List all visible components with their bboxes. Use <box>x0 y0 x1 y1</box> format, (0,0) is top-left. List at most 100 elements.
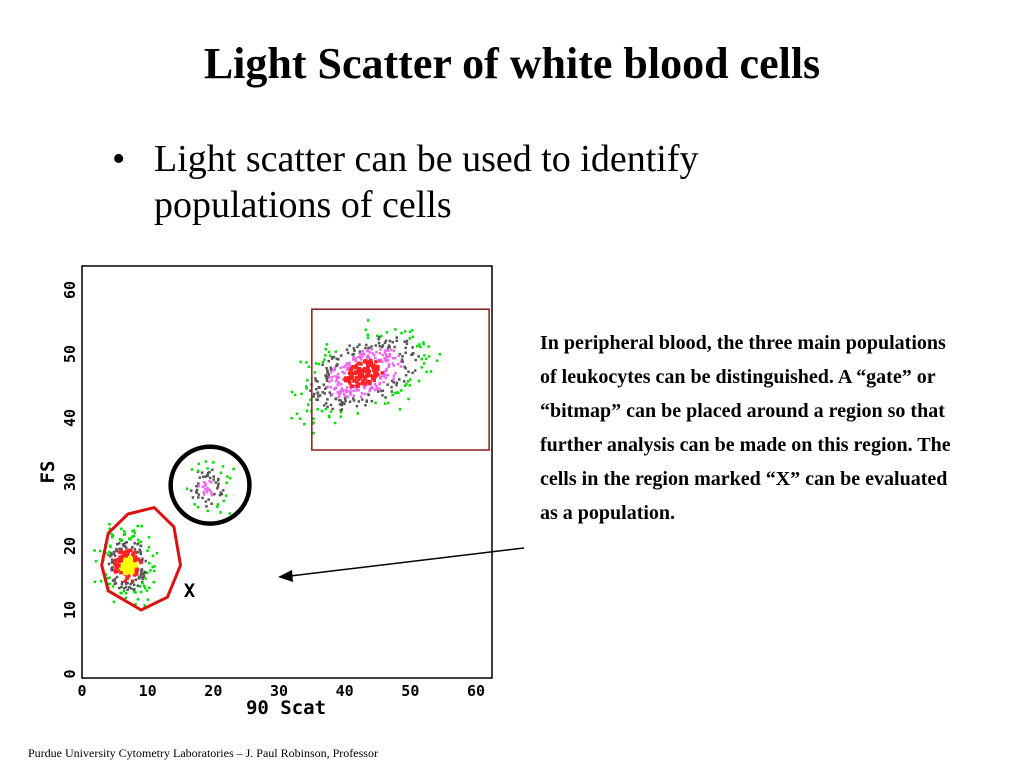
scatter-point <box>324 374 328 377</box>
scatter-point <box>133 548 137 551</box>
scatter-point <box>422 362 426 365</box>
scatter-point <box>153 569 156 573</box>
scatter-point <box>383 402 387 405</box>
scatter-point <box>328 376 332 379</box>
scatter-point <box>128 556 134 562</box>
scatter-point <box>321 360 325 364</box>
scatter-point <box>403 340 406 343</box>
scatter-point <box>352 399 356 402</box>
scatter-point <box>120 580 124 584</box>
scatter-point <box>329 368 333 371</box>
scatter-point <box>408 378 412 381</box>
scatter-point <box>366 348 369 351</box>
scatter-point <box>126 562 132 567</box>
scatter-point <box>360 369 365 373</box>
scatter-point <box>122 551 126 555</box>
scatter-point <box>139 560 143 565</box>
scatter-point <box>384 356 388 359</box>
scatter-point <box>106 577 109 580</box>
gate-ellipse <box>168 444 252 526</box>
scatter-point <box>365 399 368 402</box>
scatter-point <box>394 371 397 375</box>
scatter-point <box>366 363 370 368</box>
scatter-point <box>312 431 315 435</box>
scatter-point <box>370 348 373 351</box>
scatter-point <box>197 462 200 466</box>
scatter-point <box>134 591 137 594</box>
scatter-point <box>324 407 328 411</box>
scatter-point <box>324 348 327 351</box>
scatter-point <box>404 367 407 370</box>
scatter-point <box>401 360 404 363</box>
scatter-point <box>336 377 339 380</box>
scatter-point <box>107 582 110 586</box>
scatter-point <box>345 362 349 365</box>
scatter-point <box>358 352 362 356</box>
scatter-point <box>142 572 145 576</box>
scatter-point <box>330 378 333 382</box>
scatter-point <box>348 365 352 368</box>
scatter-point <box>340 354 343 357</box>
scatter-point <box>143 570 146 574</box>
scatter-point <box>387 365 390 368</box>
scatter-point <box>119 539 122 542</box>
scatter-point <box>383 349 387 352</box>
scatter-point <box>333 368 336 372</box>
y-axis-title: FS <box>37 461 59 484</box>
scatter-point <box>371 352 374 355</box>
scatter-point <box>345 368 349 371</box>
scatter-point <box>146 571 149 575</box>
scatter-point <box>374 370 378 375</box>
scatter-point <box>417 379 421 383</box>
scatter-point <box>342 402 346 405</box>
scatter-point <box>361 350 364 353</box>
scatter-point <box>416 345 419 348</box>
scatter-point <box>435 359 439 362</box>
scatter-point <box>379 377 382 380</box>
scatter-point <box>141 577 144 581</box>
scatter-point <box>378 344 381 348</box>
scatter-point <box>116 565 121 570</box>
scatter-point <box>408 330 412 334</box>
scatter-point <box>379 348 382 351</box>
scatter-point <box>344 388 348 392</box>
scatter-point <box>355 380 359 384</box>
scatter-point <box>320 409 324 413</box>
scatter-point <box>126 569 132 574</box>
scatter-point <box>384 370 387 373</box>
scatter-point <box>357 373 362 378</box>
y-tick-label: 60 <box>61 281 79 299</box>
scatter-point <box>155 552 159 555</box>
scatter-point <box>341 370 344 374</box>
scatter-point <box>342 365 345 369</box>
scatter-point <box>314 362 318 365</box>
scatter-point <box>206 487 209 490</box>
scatter-point <box>204 500 208 503</box>
scatter-point <box>395 336 398 339</box>
scatter-point <box>350 366 354 371</box>
scatter-point <box>293 393 297 397</box>
scatter-point <box>438 353 441 356</box>
scatter-point <box>372 353 376 357</box>
scatter-point <box>352 379 356 383</box>
scatter-point <box>300 392 303 396</box>
scatter-point <box>214 481 218 484</box>
scatter-point <box>148 561 151 565</box>
scatter-point <box>411 346 414 349</box>
scatter-point <box>341 378 345 381</box>
scatter-point <box>326 371 329 374</box>
scatter-point <box>387 401 390 405</box>
scatter-point <box>368 351 371 354</box>
scatter-point <box>352 356 355 359</box>
scatter-point <box>366 336 370 339</box>
scatter-point <box>309 389 312 392</box>
scatter-point <box>134 572 139 576</box>
scatter-point <box>340 387 344 390</box>
scatter-point <box>305 387 308 390</box>
scatter-point <box>372 378 376 383</box>
scatter-point <box>140 524 143 528</box>
scatter-point <box>317 395 320 398</box>
scatter-point <box>362 385 366 388</box>
scatter-point <box>370 399 374 403</box>
scatter-point <box>390 348 393 352</box>
